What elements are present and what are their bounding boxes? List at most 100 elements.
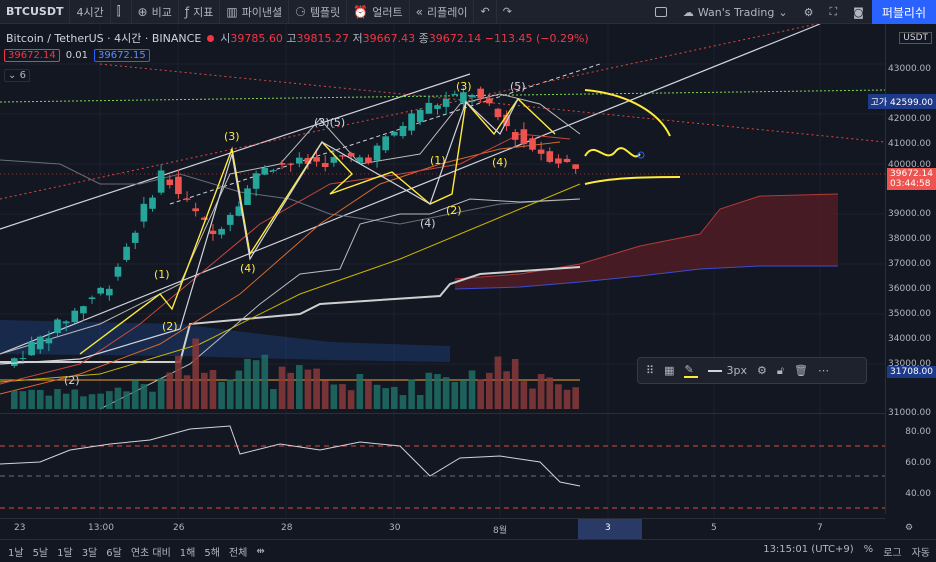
redo-button[interactable]: ↷ [497, 0, 518, 24]
gear-icon[interactable]: ⚙ [756, 364, 767, 377]
candle-body [252, 173, 260, 189]
candle-body [416, 109, 424, 122]
candle-body [19, 358, 27, 360]
pen-color-button[interactable]: ✎ [684, 363, 699, 378]
top-toolbar: BTCUSDT 4시간 ⫿ ⊕ 비교 ƒ 지표 ▥ 파이낸셜 ⚆ 템플릿 ⏰ 얼러트 «리… [0, 0, 936, 24]
log-toggle[interactable]: 로그 [883, 548, 902, 559]
timeframe-1m[interactable]: 1달 [57, 547, 73, 559]
wave-label: (1) [430, 154, 446, 167]
date-range-icon[interactable]: ⇹ [256, 545, 265, 557]
price-tick: 38000.00 [888, 234, 931, 244]
volume-bars [11, 338, 579, 409]
candle-body [166, 179, 174, 186]
timeframe-all[interactable]: 전체 [228, 547, 248, 559]
time-axis[interactable]: 23 13:00 26 28 30 8월 3 5 7 ⚙ [0, 518, 913, 539]
ma-yellow [0, 183, 581, 383]
template-icon[interactable]: ▦ [664, 364, 675, 377]
bar-chart-icon: ▥ [226, 4, 238, 19]
volume-bar [140, 384, 148, 409]
oscillator-pane [0, 425, 885, 509]
timeframe-5d[interactable]: 5날 [32, 547, 49, 559]
compare-button[interactable]: ⊕ 비교 [132, 0, 179, 24]
timeframe-3m[interactable]: 3달 [81, 547, 98, 559]
lock-icon[interactable]: 🔓︎ [776, 363, 784, 377]
currency-label[interactable]: USDT [899, 32, 932, 44]
candle-body [226, 214, 234, 225]
settings-button[interactable]: ⚙ [796, 0, 822, 24]
volume-bar [97, 393, 104, 409]
indicators-collapse-button[interactable]: ⌄ 6 [4, 69, 30, 82]
wave-label: (3) [224, 130, 240, 143]
publish-button[interactable]: 퍼블리쉬 [871, 0, 936, 24]
candle-body [270, 170, 277, 172]
layout-select-button[interactable] [647, 0, 675, 24]
plus-circle-icon: ⊕ [137, 4, 148, 19]
volume-bar [434, 374, 441, 409]
bottom-bar: 1날 5날 1달 3달 6달 연초 대비 1해 5해 전체 ⇹ 13:15:01… [0, 539, 936, 562]
time-tick: 7 [817, 523, 823, 533]
replay-button[interactable]: «리플레이 [410, 0, 475, 24]
green-dotted-line [0, 89, 885, 103]
candle-body [192, 208, 199, 212]
toolbar-right: ☁ Wan's Trading ⌄ ⚙ ⛶ ◙ 퍼블리쉬 [647, 0, 936, 24]
price-chart[interactable]: (1) (2) (3) (4) (3)(5) (2) (1) (2) (4) (… [0, 24, 885, 518]
undo-button[interactable]: ↶ [474, 0, 497, 24]
volume-bar [339, 384, 346, 409]
sell-button[interactable]: 39672.14 [4, 49, 60, 62]
candle-body [399, 126, 407, 137]
gear-icon: ⚙ [803, 5, 814, 19]
drawing-floor [584, 176, 681, 185]
drag-handle-icon[interactable]: ⠿ [646, 364, 655, 377]
financials-button[interactable]: ▥ 파이낸셜 [220, 0, 290, 24]
trash-icon[interactable]: 🗑︎ [793, 364, 808, 377]
clock[interactable]: 13:15:01 (UTC+9) [763, 544, 854, 555]
price-axis[interactable]: USDT 43000.00 42000.00 41000.00 40000.00… [867, 24, 936, 514]
wave-label: (5) [510, 80, 526, 93]
candle-body [520, 129, 528, 145]
percent-toggle[interactable]: % [863, 544, 874, 555]
more-icon[interactable]: ⋯ [817, 364, 829, 377]
timeframe-1d[interactable]: 1날 [8, 547, 24, 559]
current-price-marker: 39672.14 03:44:58 [887, 168, 936, 190]
chart-type-button[interactable]: ⫿ [111, 0, 132, 24]
candle-body [175, 176, 182, 195]
line-width-button[interactable]: 3px [708, 364, 747, 377]
candle-body [313, 157, 320, 162]
symbol-search-button[interactable]: BTCUSDT [0, 0, 71, 24]
timeframe-ytd[interactable]: 연초 대비 [130, 547, 171, 559]
candle-body [244, 188, 251, 205]
buy-button[interactable]: 39672.15 [93, 49, 150, 62]
osc-tick: 60.00 [905, 458, 931, 468]
timeframe-6m[interactable]: 6달 [106, 547, 122, 559]
candle-body [442, 98, 450, 107]
pane-separator[interactable] [0, 413, 885, 414]
candle-body [36, 336, 44, 350]
time-tick: 23 [14, 523, 26, 533]
auto-toggle[interactable]: 자동 [911, 548, 930, 559]
time-tick: 8월 [493, 526, 508, 536]
volume-bar [261, 354, 269, 409]
indicators-button[interactable]: ƒ 지표 [179, 0, 221, 24]
volume-bar [563, 389, 571, 409]
volume-bar [486, 372, 493, 409]
candle-body [28, 341, 35, 356]
timeframe-5y[interactable]: 5해 [204, 547, 220, 559]
volume-bar [382, 388, 389, 409]
wave-label: (4) [240, 262, 256, 275]
fx-icon: ƒ [184, 4, 190, 19]
templates-button[interactable]: ⚆ 템플릿 [289, 0, 348, 24]
drawing-handle [637, 151, 645, 159]
price-tick: 33000.00 [888, 359, 931, 369]
fullscreen-button[interactable]: ⛶ [821, 0, 845, 24]
axis-settings-icon[interactable]: ⚙ [905, 523, 914, 533]
snapshot-button[interactable]: ◙ [845, 0, 872, 24]
saved-layout-button[interactable]: ☁ Wan's Trading ⌄ [682, 5, 788, 19]
timeframe-1y[interactable]: 1해 [179, 547, 196, 559]
alerts-button[interactable]: ⏰ 얼러트 [347, 0, 410, 24]
candle-body [434, 105, 441, 109]
candle-body [425, 102, 433, 114]
price-tick: 37000.00 [888, 259, 931, 269]
volume-bar [511, 358, 519, 409]
volume-bar [19, 391, 27, 409]
interval-button[interactable]: 4시간 [70, 0, 111, 24]
